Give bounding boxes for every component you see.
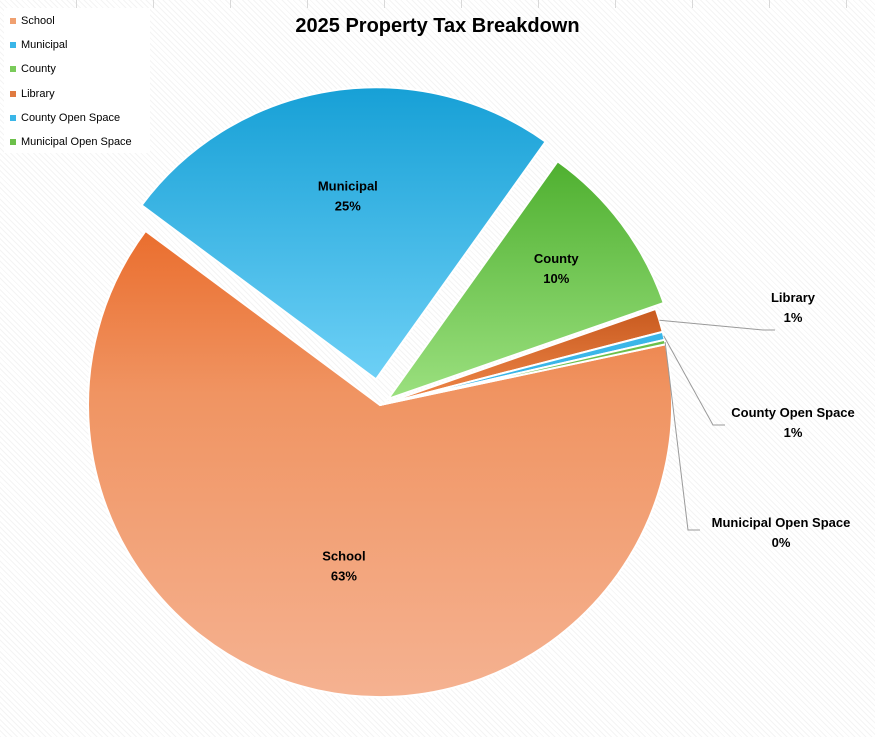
legend-swatch-municipal-open-space: [10, 139, 16, 145]
leader-line-county-open-space: [663, 335, 725, 426]
legend-label-school: School: [21, 15, 55, 27]
legend-swatch-county-open-space: [10, 115, 16, 121]
data-label-name-county-open-space: County Open Space: [731, 405, 855, 420]
legend-item-school: School: [10, 13, 55, 29]
chart-title: 2025 Property Tax Breakdown: [295, 15, 580, 37]
legend-label-library: Library: [21, 88, 55, 100]
legend-item-county-open-space: County Open Space: [10, 110, 120, 126]
legend-swatch-county: [10, 66, 16, 72]
legend-label-county-open-space: County Open Space: [21, 112, 121, 124]
data-label-name-municipal: Municipal: [318, 178, 378, 193]
data-label-value-municipal-open-space: 0%: [772, 535, 791, 550]
leader-line-municipal-open-space: [664, 341, 700, 531]
legend: School Municipal County Library County O…: [4, 8, 150, 153]
data-label-value-municipal: 25%: [335, 198, 361, 213]
legend-label-municipal-open-space: Municipal Open Space: [21, 136, 132, 148]
data-label-value-county-open-space: 1%: [784, 425, 803, 440]
legend-label-county: County: [21, 63, 56, 75]
legend-item-county: County: [10, 61, 56, 77]
gridlines: [0, 0, 875, 8]
data-label-value-library: 1%: [784, 310, 803, 325]
pie-slice-school: [87, 229, 673, 698]
data-label-name-library: Library: [771, 290, 816, 305]
legend-item-library: Library: [10, 86, 55, 102]
pie-slice-municipal: [140, 86, 548, 381]
data-label-name-county: County: [534, 251, 580, 266]
legend-label-municipal: Municipal: [21, 39, 68, 51]
legend-swatch-library: [10, 91, 16, 97]
pie-slice-county: [385, 159, 666, 401]
legend-swatch-school: [10, 18, 16, 24]
data-label-value-county: 10%: [543, 271, 569, 286]
data-label-name-school: School: [322, 548, 365, 563]
legend-item-municipal-open-space: Municipal Open Space: [10, 134, 132, 150]
data-label-value-school: 63%: [331, 568, 357, 583]
leader-line-library: [659, 319, 775, 331]
legend-item-municipal: Municipal: [10, 37, 67, 53]
data-label-name-municipal-open-space: Municipal Open Space: [712, 515, 851, 530]
legend-swatch-municipal: [10, 42, 16, 48]
